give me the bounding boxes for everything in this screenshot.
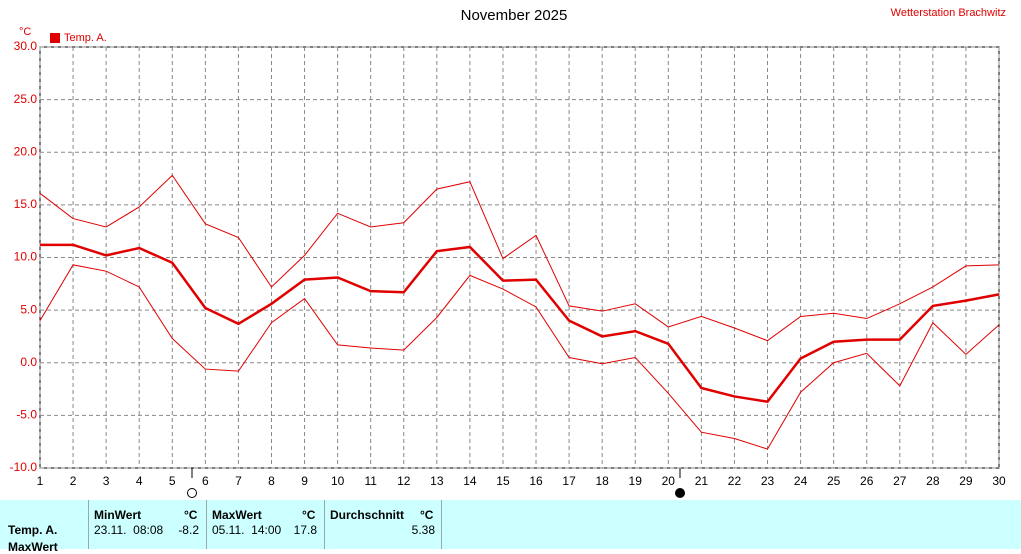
x-tick-label: 1 (37, 474, 44, 488)
x-tick-label: 21 (695, 474, 709, 488)
row-label: Temp. A. (8, 523, 58, 537)
header: Durchschnitt (330, 508, 405, 522)
x-tick-label: 13 (430, 474, 444, 488)
x-tick-label: 16 (529, 474, 543, 488)
x-tick-label: 6 (202, 474, 209, 488)
row-label: MaxWert (8, 540, 58, 554)
x-tick-label: 10 (331, 474, 345, 488)
x-tick-label: 26 (860, 474, 874, 488)
x-tick-label: 8 (268, 474, 275, 488)
x-tick-label: 25 (827, 474, 841, 488)
temp-line (40, 243, 1000, 404)
x-tick-label: 2 (70, 474, 77, 488)
header: °C (302, 508, 316, 522)
y-tick-label: 10.0 (14, 250, 38, 264)
x-tick-label: 24 (794, 474, 808, 488)
chart: November 2025 Wetterstation Brachwitz °C… (10, 7, 1006, 498)
y-tick-label: -10.0 (10, 460, 38, 474)
stats-table: Temp. A. MaxWert MinWert °C MaxWert °C D… (0, 500, 1021, 554)
col-sep (441, 500, 442, 549)
x-tick-label: 11 (364, 474, 377, 488)
legend-swatch (50, 33, 60, 43)
x-tick-label: 14 (463, 474, 477, 488)
x-tick-label: 7 (235, 474, 242, 488)
header: MaxWert (212, 508, 262, 522)
station-name: Wetterstation Brachwitz (891, 7, 1006, 19)
chart-title: November 2025 (461, 7, 568, 24)
cell: 23.11. 08:08 (94, 523, 164, 537)
y-unit: °C (19, 26, 31, 38)
header: °C (420, 508, 434, 522)
y-tick-label: 15.0 (14, 197, 38, 211)
new-moon (675, 488, 685, 498)
cell: -8.2 (178, 523, 199, 537)
full-moon (187, 488, 197, 498)
header: MinWert (94, 508, 142, 522)
x-tick-label: 17 (562, 474, 576, 488)
x-tick-label: 30 (992, 474, 1006, 488)
x-tick-label: 22 (728, 474, 742, 488)
header: °C (184, 508, 198, 522)
x-tick-label: 19 (629, 474, 643, 488)
col-sep (206, 500, 207, 549)
x-tick-label: 28 (926, 474, 940, 488)
x-tick-label: 4 (136, 474, 143, 488)
y-tick-label: -5.0 (16, 408, 37, 422)
temp-line (39, 174, 1000, 342)
y-tick-label: 5.0 (20, 302, 37, 316)
x-tick-label: 23 (761, 474, 775, 488)
cell: 17.8 (293, 523, 317, 537)
temp-line (39, 264, 1000, 450)
x-tick-label: 5 (169, 474, 176, 488)
y-tick-label: 30.0 (14, 39, 38, 53)
x-tick-label: 27 (893, 474, 907, 488)
x-tick-label: 9 (301, 474, 308, 488)
x-tick-label: 12 (397, 474, 411, 488)
cell: 5.38 (411, 523, 435, 537)
col-sep (324, 500, 325, 549)
y-tick-label: 0.0 (20, 355, 37, 369)
cell: 05.11. 14:00 (212, 523, 282, 537)
x-tick-label: 18 (595, 474, 609, 488)
y-tick-label: 20.0 (14, 144, 38, 158)
legend-label: Temp. A. (64, 32, 107, 44)
x-tick-label: 15 (496, 474, 510, 488)
x-tick-label: 20 (662, 474, 676, 488)
x-tick-label: 3 (103, 474, 110, 488)
x-tick-label: 29 (959, 474, 973, 488)
col-sep (88, 500, 89, 549)
y-tick-label: 25.0 (14, 92, 38, 106)
